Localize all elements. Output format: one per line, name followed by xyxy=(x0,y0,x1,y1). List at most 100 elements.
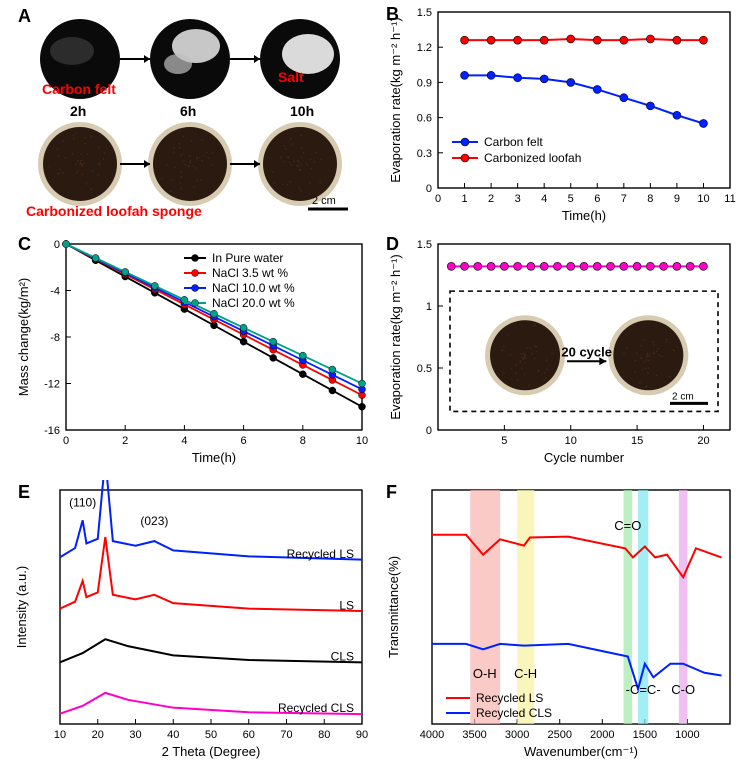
svg-text:Recycled CLS: Recycled CLS xyxy=(476,706,552,720)
svg-text:LS: LS xyxy=(339,598,354,612)
svg-text:Evaporation rate(kg m⁻² h⁻¹): Evaporation rate(kg m⁻² h⁻¹) xyxy=(388,17,403,182)
svg-text:10h: 10h xyxy=(290,103,314,119)
svg-text:5: 5 xyxy=(501,435,507,447)
svg-text:8: 8 xyxy=(647,193,653,205)
panel-c-chart: 0246810-16-12-8-40Time(h)Mass change(kg/… xyxy=(10,234,372,466)
svg-text:3: 3 xyxy=(515,193,521,205)
svg-text:0.9: 0.9 xyxy=(417,77,432,89)
svg-text:10: 10 xyxy=(565,435,577,447)
svg-text:2: 2 xyxy=(488,193,494,205)
svg-text:NaCl 20.0 wt %: NaCl 20.0 wt % xyxy=(212,296,295,310)
svg-text:20: 20 xyxy=(697,435,709,447)
svg-text:1: 1 xyxy=(461,193,467,205)
svg-text:1.2: 1.2 xyxy=(417,42,432,54)
panel-f-ftir: 4000 3500 3000 2500 2000 1500 1000 Wavenumber(c… xyxy=(382,480,740,760)
panel-d-chart: 5 10 15 20 0 0.5 1 1.5 Cycle number Evaporation r… xyxy=(382,234,740,466)
svg-text:Carbon felt: Carbon felt xyxy=(484,135,543,149)
svg-text:Time(h): Time(h) xyxy=(562,208,606,223)
svg-text:C-H: C-H xyxy=(514,666,537,681)
panel-b-chart: 0 1 2 3 4 5 6 7 8 9 10 11 0 0.3 0.6 0.9 1.2 1.5 Time(h) Eva… xyxy=(382,2,740,224)
panel-a-photos: Carbon felt Salt 2h 6h 10h Carbonized loofah … xyxy=(10,4,372,222)
svg-text:Recycled LS: Recycled LS xyxy=(287,547,354,561)
svg-text:10: 10 xyxy=(54,729,66,741)
svg-text:5: 5 xyxy=(568,193,574,205)
svg-text:0.3: 0.3 xyxy=(417,148,432,160)
svg-text:-4: -4 xyxy=(50,286,60,298)
svg-text:2 cm: 2 cm xyxy=(672,391,694,402)
panel-label-e: E xyxy=(18,482,30,503)
svg-text:1.5: 1.5 xyxy=(417,239,432,251)
svg-text:8: 8 xyxy=(300,435,306,447)
panel-label-c: C xyxy=(18,234,31,255)
svg-text:NaCl 10.0 wt %: NaCl 10.0 wt % xyxy=(212,281,295,295)
panel-label-f: F xyxy=(386,482,397,503)
svg-text:0.6: 0.6 xyxy=(417,113,432,125)
svg-text:Carbonized loofah: Carbonized loofah xyxy=(484,151,581,165)
panel-label-d: D xyxy=(386,234,399,255)
svg-text:6: 6 xyxy=(241,435,247,447)
svg-text:1: 1 xyxy=(426,301,432,313)
svg-text:Carbon felt: Carbon felt xyxy=(42,81,116,97)
svg-text:Wavenumber(cm⁻¹): Wavenumber(cm⁻¹) xyxy=(524,744,638,759)
svg-text:20: 20 xyxy=(92,729,104,741)
svg-text:10: 10 xyxy=(697,193,709,205)
svg-text:2500: 2500 xyxy=(547,729,571,741)
svg-text:NaCl 3.5 wt %: NaCl 3.5 wt % xyxy=(212,266,288,280)
svg-text:2 Theta (Degree): 2 Theta (Degree) xyxy=(162,744,261,759)
svg-text:0.5: 0.5 xyxy=(417,363,432,375)
svg-text:20 cycle: 20 cycle xyxy=(561,344,612,359)
svg-text:Cycle number: Cycle number xyxy=(544,450,625,465)
svg-text:O-H: O-H xyxy=(473,666,497,681)
svg-text:(110): (110) xyxy=(69,495,96,509)
svg-text:1500: 1500 xyxy=(633,729,657,741)
svg-text:60: 60 xyxy=(243,729,255,741)
svg-text:C=O: C=O xyxy=(614,518,641,533)
svg-text:9: 9 xyxy=(674,193,680,205)
panel-e-xrd: 10 20 30 40 50 60 70 80 90 2 Theta (Degree) Intens… xyxy=(10,480,372,760)
svg-text:-16: -16 xyxy=(44,425,60,437)
svg-text:(023): (023) xyxy=(140,514,168,528)
svg-text:2 cm: 2 cm xyxy=(312,195,336,207)
svg-text:4: 4 xyxy=(541,193,547,205)
svg-text:-12: -12 xyxy=(44,379,60,391)
svg-text:70: 70 xyxy=(280,729,292,741)
svg-text:-8: -8 xyxy=(50,332,60,344)
panel-label-b: B xyxy=(386,4,399,25)
svg-text:Mass change(kg/m²): Mass change(kg/m²) xyxy=(16,278,31,396)
svg-text:Time(h): Time(h) xyxy=(192,450,236,465)
svg-text:2h: 2h xyxy=(70,103,86,119)
svg-text:0: 0 xyxy=(426,425,432,437)
svg-text:30: 30 xyxy=(129,729,141,741)
svg-text:Carbonized loofah sponge: Carbonized loofah sponge xyxy=(26,203,202,219)
svg-text:3500: 3500 xyxy=(462,729,486,741)
svg-text:6: 6 xyxy=(594,193,600,205)
svg-text:In Pure water: In Pure water xyxy=(212,251,283,265)
svg-text:Recycled CLS: Recycled CLS xyxy=(278,701,354,715)
svg-text:CLS: CLS xyxy=(331,650,354,664)
svg-text:2: 2 xyxy=(122,435,128,447)
svg-text:1.5: 1.5 xyxy=(417,7,432,19)
svg-text:10: 10 xyxy=(356,435,368,447)
svg-text:0: 0 xyxy=(426,183,432,195)
svg-text:7: 7 xyxy=(621,193,627,205)
svg-text:Salt: Salt xyxy=(278,69,304,85)
svg-text:15: 15 xyxy=(631,435,643,447)
svg-text:50: 50 xyxy=(205,729,217,741)
svg-text:2000: 2000 xyxy=(590,729,614,741)
svg-text:C-O: C-O xyxy=(671,682,695,697)
svg-text:Recycled LS: Recycled LS xyxy=(476,691,543,705)
svg-text:4000: 4000 xyxy=(420,729,444,741)
svg-text:1000: 1000 xyxy=(675,729,699,741)
svg-text:11: 11 xyxy=(724,193,735,205)
svg-text:Evaporation rate(kg m⁻² h⁻¹): Evaporation rate(kg m⁻² h⁻¹) xyxy=(388,254,403,419)
svg-text:4: 4 xyxy=(181,435,187,447)
svg-text:3000: 3000 xyxy=(505,729,529,741)
svg-text:-C=C-: -C=C- xyxy=(626,682,661,697)
svg-text:40: 40 xyxy=(167,729,179,741)
svg-text:90: 90 xyxy=(356,729,368,741)
svg-text:0: 0 xyxy=(54,239,60,251)
svg-text:80: 80 xyxy=(318,729,330,741)
svg-text:Intensity (a.u.): Intensity (a.u.) xyxy=(14,566,29,648)
svg-text:6h: 6h xyxy=(180,103,196,119)
svg-text:0: 0 xyxy=(435,193,441,205)
